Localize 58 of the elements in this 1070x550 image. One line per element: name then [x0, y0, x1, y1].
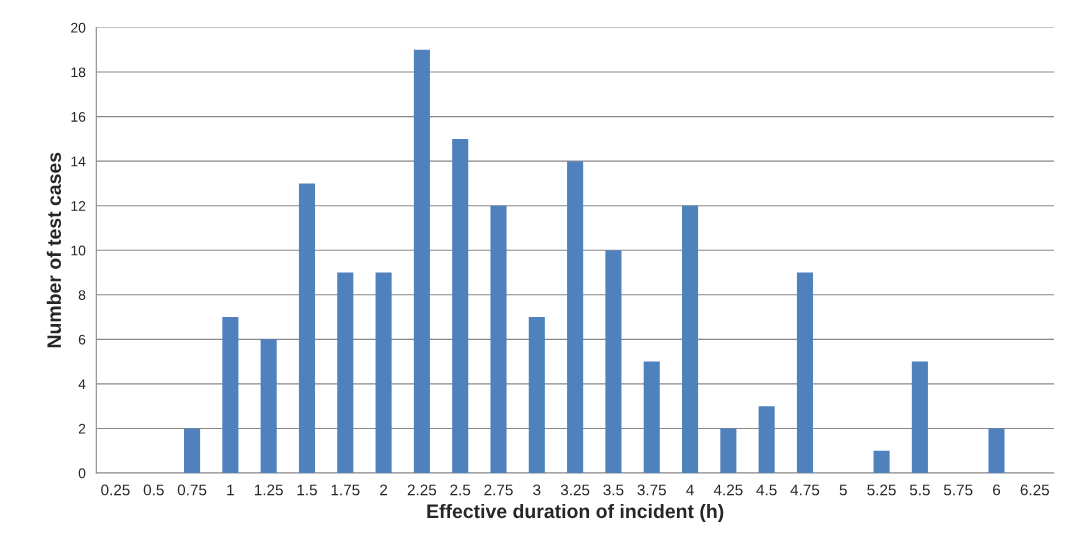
bar: [222, 317, 239, 473]
bar: [337, 272, 354, 473]
bar: [605, 250, 622, 473]
y-tick-label: 6: [78, 334, 86, 345]
x-tick-label: 4.25: [713, 484, 743, 496]
x-tick-label: 4.5: [756, 484, 777, 496]
x-tick-label: 1.25: [254, 484, 283, 496]
x-tick-label: 5.25: [867, 484, 896, 496]
x-tick-label: 0.75: [177, 484, 207, 496]
x-tick-label: 6: [993, 484, 1001, 496]
x-tick-label: 3.75: [637, 484, 666, 496]
bar: [567, 161, 584, 473]
bar: [528, 317, 545, 473]
bar: [758, 406, 775, 473]
x-tick-label: 3.5: [603, 484, 624, 496]
x-axis-title: Effective duration of incident (h): [427, 503, 724, 523]
bar: [720, 428, 737, 473]
y-tick-label: 20: [71, 22, 86, 33]
bar: [413, 49, 430, 473]
y-tick-label: 0: [78, 468, 86, 479]
x-tick-label: 2.75: [484, 484, 513, 496]
x-tick-label: 1.75: [331, 484, 360, 496]
x-tick-label: 5: [839, 484, 847, 496]
bar: [490, 205, 507, 473]
x-tick-label: 5.5: [909, 484, 930, 496]
x-tick-label: 6.25: [1020, 484, 1050, 496]
bar: [682, 205, 699, 473]
x-tick-label: 1.5: [297, 484, 317, 496]
y-axis-title: Number of test cases: [46, 152, 62, 348]
y-tick-label: 4: [78, 379, 86, 389]
y-tick-label: 14: [71, 156, 86, 167]
x-tick-label: 2: [380, 484, 388, 496]
bar: [873, 450, 890, 473]
y-tick-label: 8: [78, 290, 86, 300]
bar: [184, 428, 201, 473]
bar: [452, 138, 469, 473]
y-tick-label: 18: [71, 67, 86, 78]
x-tick-label: 4: [686, 484, 694, 496]
x-tick-label: 1: [227, 484, 234, 496]
x-tick-label: 3.25: [560, 484, 590, 496]
y-tick-label: 12: [71, 201, 86, 211]
bar: [796, 272, 814, 473]
bar: [988, 428, 1005, 473]
y-tick-label: 16: [71, 111, 86, 122]
x-tick-label: 3: [533, 484, 541, 496]
y-tick-label: 10: [71, 245, 86, 256]
bar: [260, 339, 277, 473]
bar: [643, 361, 660, 473]
x-tick-label: 0.25: [101, 484, 130, 496]
y-tick-label: 2: [78, 423, 86, 434]
bar: [375, 272, 392, 473]
x-tick-label: 2.25: [407, 484, 437, 496]
bar: [911, 361, 928, 473]
bar: [298, 183, 316, 473]
x-tick-label: 2.5: [450, 484, 471, 496]
x-tick-label: 4.75: [790, 484, 820, 496]
x-tick-label: 5.75: [943, 484, 973, 496]
x-tick-label: 0.5: [143, 484, 164, 496]
